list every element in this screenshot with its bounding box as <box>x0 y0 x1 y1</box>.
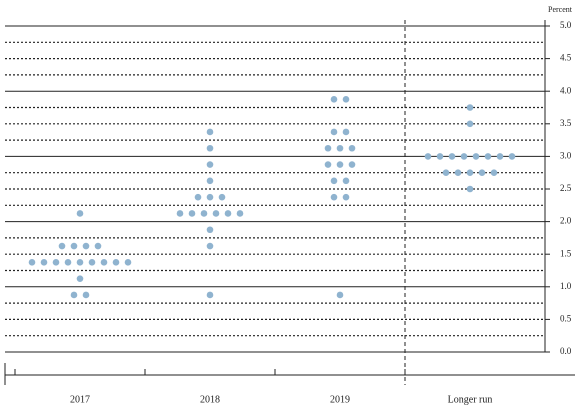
dot <box>218 193 226 201</box>
dot <box>40 259 48 266</box>
dot <box>330 177 338 185</box>
dot <box>194 193 202 201</box>
dot <box>324 161 332 168</box>
dot <box>224 210 232 217</box>
x-tick-label: 2018 <box>200 394 220 405</box>
y-tick-label: 4.0 <box>560 85 572 95</box>
x-tick-label: Longer run <box>448 394 493 405</box>
dot <box>206 128 214 136</box>
dot <box>466 185 474 193</box>
dot <box>112 259 120 266</box>
dot <box>478 169 486 176</box>
dot <box>212 210 220 217</box>
y-tick-label: 5.0 <box>560 20 572 30</box>
dot <box>436 153 444 160</box>
dot <box>76 259 84 266</box>
dot <box>94 242 102 250</box>
dot <box>466 104 474 111</box>
dot <box>484 153 492 160</box>
dot <box>342 128 350 136</box>
dot <box>206 161 214 168</box>
y-tick-label: 0.5 <box>560 313 572 323</box>
dot <box>336 144 344 152</box>
dot <box>342 177 350 185</box>
dot <box>330 128 338 136</box>
dot <box>206 193 214 201</box>
dot <box>496 153 504 160</box>
dot <box>472 153 480 160</box>
dot <box>454 169 462 176</box>
dot <box>442 169 450 176</box>
y-tick-label: 2.0 <box>560 216 572 226</box>
dot <box>466 120 474 128</box>
x-tick-label: 2017 <box>70 394 90 405</box>
dot <box>330 193 338 201</box>
dot <box>188 210 196 217</box>
x-tick-label: 2019 <box>330 394 350 405</box>
dot <box>206 226 214 234</box>
dot <box>342 96 350 103</box>
dot <box>28 259 36 266</box>
dot <box>206 242 214 250</box>
dot <box>342 193 350 201</box>
dot <box>336 161 344 168</box>
dot <box>52 259 60 266</box>
dot <box>64 259 72 266</box>
dot <box>200 210 208 217</box>
dot <box>100 259 108 266</box>
dot <box>82 242 90 250</box>
dot <box>424 153 432 160</box>
dot <box>206 291 214 299</box>
dot <box>460 153 468 160</box>
dot <box>330 96 338 103</box>
y-tick-label: 3.5 <box>560 118 572 128</box>
y-tick-label: 4.5 <box>560 53 572 63</box>
dot <box>88 259 96 266</box>
dot <box>70 291 78 299</box>
dot <box>324 144 332 152</box>
y-tick-label: 1.5 <box>560 248 572 258</box>
dot <box>508 153 516 160</box>
dot <box>76 210 84 217</box>
dot <box>206 177 214 185</box>
dot <box>236 210 244 217</box>
dot <box>76 275 84 282</box>
dot <box>336 291 344 299</box>
dot <box>176 210 184 217</box>
y-tick-label: 0.0 <box>560 346 572 356</box>
dot <box>70 242 78 250</box>
y-axis-label: Percent <box>548 5 573 14</box>
dot <box>124 259 132 266</box>
dot <box>82 291 90 299</box>
dot <box>490 169 498 176</box>
dot <box>206 144 214 152</box>
y-tick-label: 1.0 <box>560 281 572 291</box>
dot <box>348 144 356 152</box>
y-tick-label: 3.0 <box>560 150 572 160</box>
dot <box>448 153 456 160</box>
dot <box>58 242 66 250</box>
y-tick-label: 2.5 <box>560 183 572 193</box>
dot <box>348 161 356 168</box>
dot <box>466 169 474 176</box>
